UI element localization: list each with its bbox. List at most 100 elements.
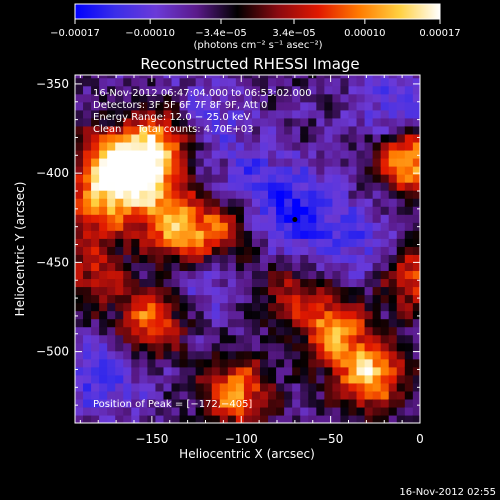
heatmap-cell (195, 206, 205, 215)
heatmap-cell (243, 318, 253, 328)
heatmap-cell (211, 334, 221, 344)
heatmap-cell (147, 182, 157, 191)
heatmap-cell (332, 75, 342, 79)
heatmap-cell (155, 286, 165, 296)
heatmap-cell (195, 342, 205, 352)
heatmap-cell (372, 75, 382, 79)
heatmap-cell (163, 382, 173, 392)
heatmap-cell (99, 62, 108, 71)
heatmap-cell (75, 406, 84, 416)
heatmap-cell (300, 75, 309, 79)
heatmap-cell (276, 358, 285, 368)
heatmap-cell (147, 294, 157, 304)
heatmap-cell (364, 238, 374, 247)
heatmap-cell (260, 174, 269, 183)
heatmap-cell (380, 85, 390, 95)
heatmap-cell (163, 238, 173, 247)
heatmap-cell (147, 174, 157, 183)
heatmap-cell (340, 262, 350, 272)
heatmap-cell (115, 262, 124, 272)
heatmap-cell (219, 222, 229, 231)
heatmap-cell (380, 366, 390, 376)
plot-area: −150 −100 −50 0 −350−400−450−500 (36, 62, 430, 446)
heatmap-cell (268, 75, 277, 79)
heatmap-cell (404, 141, 414, 151)
heatmap-cell (171, 190, 181, 199)
heatmap-cell (163, 141, 173, 151)
heatmap-cell (99, 149, 108, 159)
heatmap-cell (356, 302, 366, 312)
heatmap-cell (83, 366, 92, 376)
heatmap-cell (235, 75, 245, 79)
heatmap-cell (163, 390, 173, 400)
heatmap-cell (75, 62, 84, 71)
heatmap-cell (243, 182, 253, 191)
heatmap-cell (340, 390, 350, 400)
heatmap-cell (171, 93, 181, 103)
heatmap-cell (421, 359, 430, 368)
heatmap-cell (300, 77, 309, 87)
heatmap-cell (147, 93, 157, 103)
heatmap-cell (251, 109, 261, 119)
heatmap-cell (99, 85, 108, 95)
heatmap-cell (284, 157, 293, 167)
heatmap-cell (107, 214, 116, 223)
heatmap-cell (388, 302, 398, 312)
heatmap-cell (83, 117, 92, 127)
heatmap-cell (235, 270, 245, 280)
heatmap-cell (147, 310, 157, 320)
heatmap-cell (364, 262, 374, 272)
heatmap-cell (155, 318, 165, 328)
heatmap-cell (115, 125, 124, 135)
heatmap-cell (284, 133, 293, 143)
heatmap-cell (155, 342, 165, 352)
heatmap-cell (115, 310, 124, 320)
heatmap-cell (131, 222, 140, 231)
heatmap-cell (187, 246, 197, 255)
heatmap-cell (227, 278, 237, 288)
heatmap-cell (421, 150, 430, 159)
heatmap-cell (235, 206, 245, 215)
heatmap-cell (139, 238, 148, 247)
heatmap-cell (195, 109, 205, 119)
heatmap-cell (227, 414, 237, 423)
heatmap-cell (211, 398, 221, 408)
heatmap-cell (227, 350, 237, 360)
heatmap-cell (115, 149, 124, 159)
heatmap-cell (123, 230, 132, 239)
heatmap-cell (195, 318, 205, 328)
heatmap-cell (404, 230, 414, 239)
heatmap-cell (324, 358, 334, 368)
heatmap-cell (292, 294, 301, 304)
heatmap-cell (276, 278, 285, 288)
heatmap-cell (123, 342, 132, 352)
x-axis-ticks: −150 −100 −50 0 (79, 75, 424, 446)
heatmap-cell (99, 174, 108, 183)
heatmap-cell (260, 75, 269, 79)
heatmap-cell (139, 101, 148, 111)
heatmap-cell (276, 222, 285, 231)
heatmap-cell (99, 133, 108, 143)
heatmap-cell (123, 246, 132, 255)
heatmap-cell (332, 398, 342, 408)
heatmap-cell (332, 366, 342, 376)
heatmap-cell (284, 310, 293, 320)
heatmap-cell (412, 157, 420, 167)
heatmap-cell (99, 141, 108, 151)
heatmap-cell (219, 117, 229, 127)
heatmap-cell (83, 109, 92, 119)
heatmap-cell (123, 390, 132, 400)
heatmap-cell (404, 93, 414, 103)
heatmap-cell (131, 414, 140, 423)
heatmap-cell (332, 294, 342, 304)
heatmap-cell (292, 133, 301, 143)
heatmap-cell (276, 302, 285, 312)
heatmap-cell (284, 93, 293, 103)
heatmap-cell (147, 278, 157, 288)
heatmap-cell (123, 206, 132, 215)
heatmap-cell (388, 254, 398, 263)
heatmap-cell (396, 222, 406, 231)
heatmap-cell (300, 366, 309, 376)
heatmap-cell (380, 310, 390, 320)
heatmap-cell (171, 334, 181, 344)
